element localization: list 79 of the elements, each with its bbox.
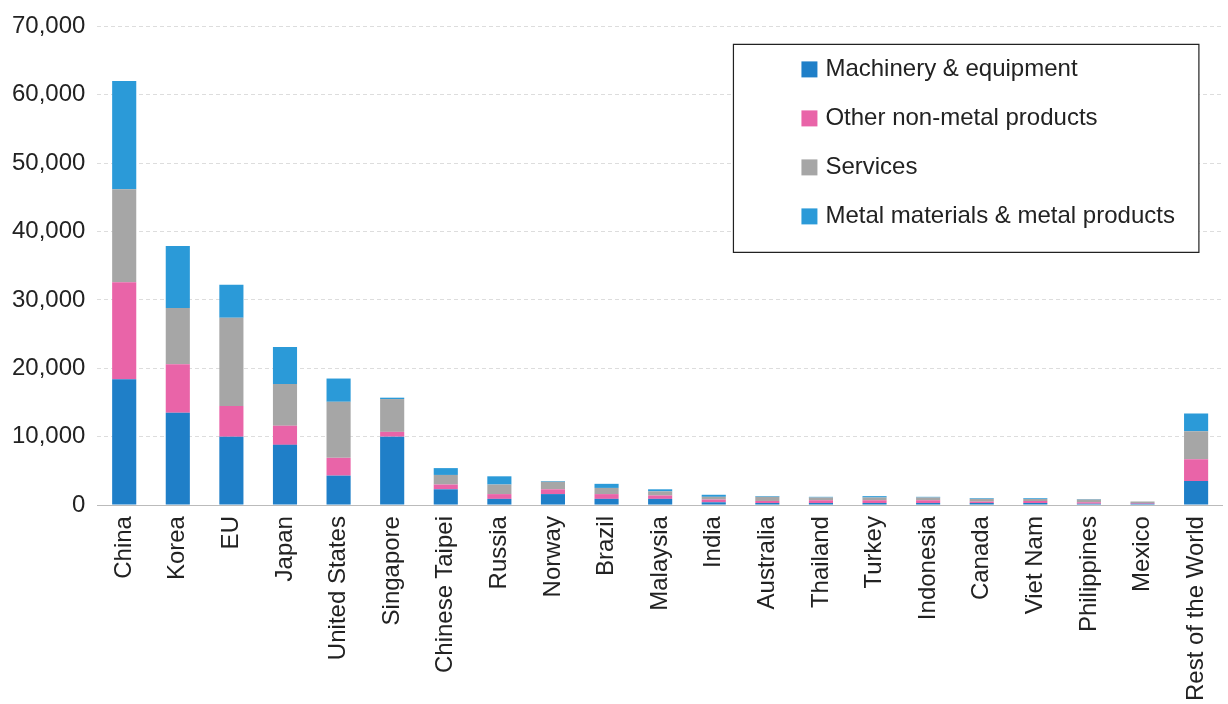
x-tick-label: China: [108, 515, 136, 579]
y-tick-label: 10,000: [12, 421, 86, 449]
x-tick-label: Russia: [483, 515, 511, 590]
bar: [272, 347, 298, 385]
bar: [1184, 431, 1209, 460]
bar: [540, 489, 566, 495]
bar: [594, 498, 619, 505]
x-tick-label: Canada: [966, 515, 994, 601]
bar: [380, 431, 405, 437]
x-tick-label: Viet Nam: [1019, 516, 1047, 615]
x-tick-label: Malaysia: [644, 515, 672, 611]
y-tick-label: 50,000: [12, 147, 86, 175]
y-tick-label: 70,000: [12, 11, 86, 39]
x-tick-label: Japan: [269, 516, 297, 582]
bar: [326, 378, 351, 402]
x-tick-label: Philippines: [1073, 516, 1101, 633]
y-tick-label: 20,000: [12, 352, 86, 380]
bar: [165, 364, 190, 413]
bar: [594, 483, 619, 488]
bar: [648, 489, 673, 492]
x-tick-label: Singapore: [376, 516, 404, 626]
x-tick-label: India: [698, 515, 726, 569]
bar: [594, 487, 619, 495]
legend-label: Services: [825, 152, 918, 180]
bar: [755, 496, 780, 501]
bar: [1184, 459, 1209, 482]
legend-label: Machinery & equipment: [825, 54, 1078, 82]
bar: [433, 489, 458, 505]
bar: [165, 308, 190, 365]
bar: [219, 284, 244, 318]
bar: [326, 475, 351, 505]
bar: [112, 189, 137, 283]
x-tick-label: Thailand: [805, 516, 833, 609]
y-tick-label: 30,000: [12, 284, 86, 312]
bar: [112, 282, 137, 380]
x-tick-label: Australia: [751, 515, 779, 610]
bar: [165, 245, 190, 309]
bar: [219, 436, 244, 505]
x-tick-label: EU: [216, 516, 244, 550]
bar: [433, 474, 458, 485]
bar: [540, 494, 566, 505]
bar: [326, 457, 351, 476]
legend-label: Metal materials & metal products: [825, 201, 1175, 229]
bar: [272, 384, 298, 426]
bar: [648, 495, 673, 499]
bar: [272, 444, 298, 505]
bar: [1184, 413, 1209, 432]
bar: [272, 425, 298, 445]
bar: [648, 498, 673, 505]
x-tick-label: Korea: [162, 515, 190, 581]
bar: [219, 317, 244, 406]
x-tick-label: Chinese Taipei: [430, 516, 458, 674]
bar: [1184, 481, 1209, 505]
bar: [112, 81, 137, 190]
x-tick-label: Brazil: [591, 516, 619, 577]
bar: [380, 436, 405, 505]
x-tick-label: Norway: [537, 516, 565, 598]
bar: [380, 399, 405, 432]
y-tick-label: 0: [72, 489, 86, 517]
bar: [487, 484, 512, 495]
x-tick-label: Indonesia: [912, 515, 940, 621]
y-tick-label: 40,000: [12, 216, 86, 244]
x-tick-label: Turkey: [859, 516, 887, 589]
bar: [540, 481, 566, 490]
legend-label: Other non-metal products: [825, 103, 1098, 131]
bar: [594, 494, 619, 499]
x-tick-label: United States: [323, 516, 351, 661]
bar: [165, 412, 190, 505]
bar: [219, 405, 244, 437]
x-tick-label: Rest of the World: [1180, 516, 1208, 701]
bar: [487, 498, 512, 505]
bar: [648, 491, 673, 496]
bar: [433, 468, 458, 475]
bar: [487, 494, 512, 499]
bar: [112, 379, 137, 505]
y-tick-label: 60,000: [12, 79, 86, 107]
x-tick-label: Mexico: [1127, 516, 1155, 593]
bar: [326, 401, 351, 458]
bar: [487, 476, 512, 485]
